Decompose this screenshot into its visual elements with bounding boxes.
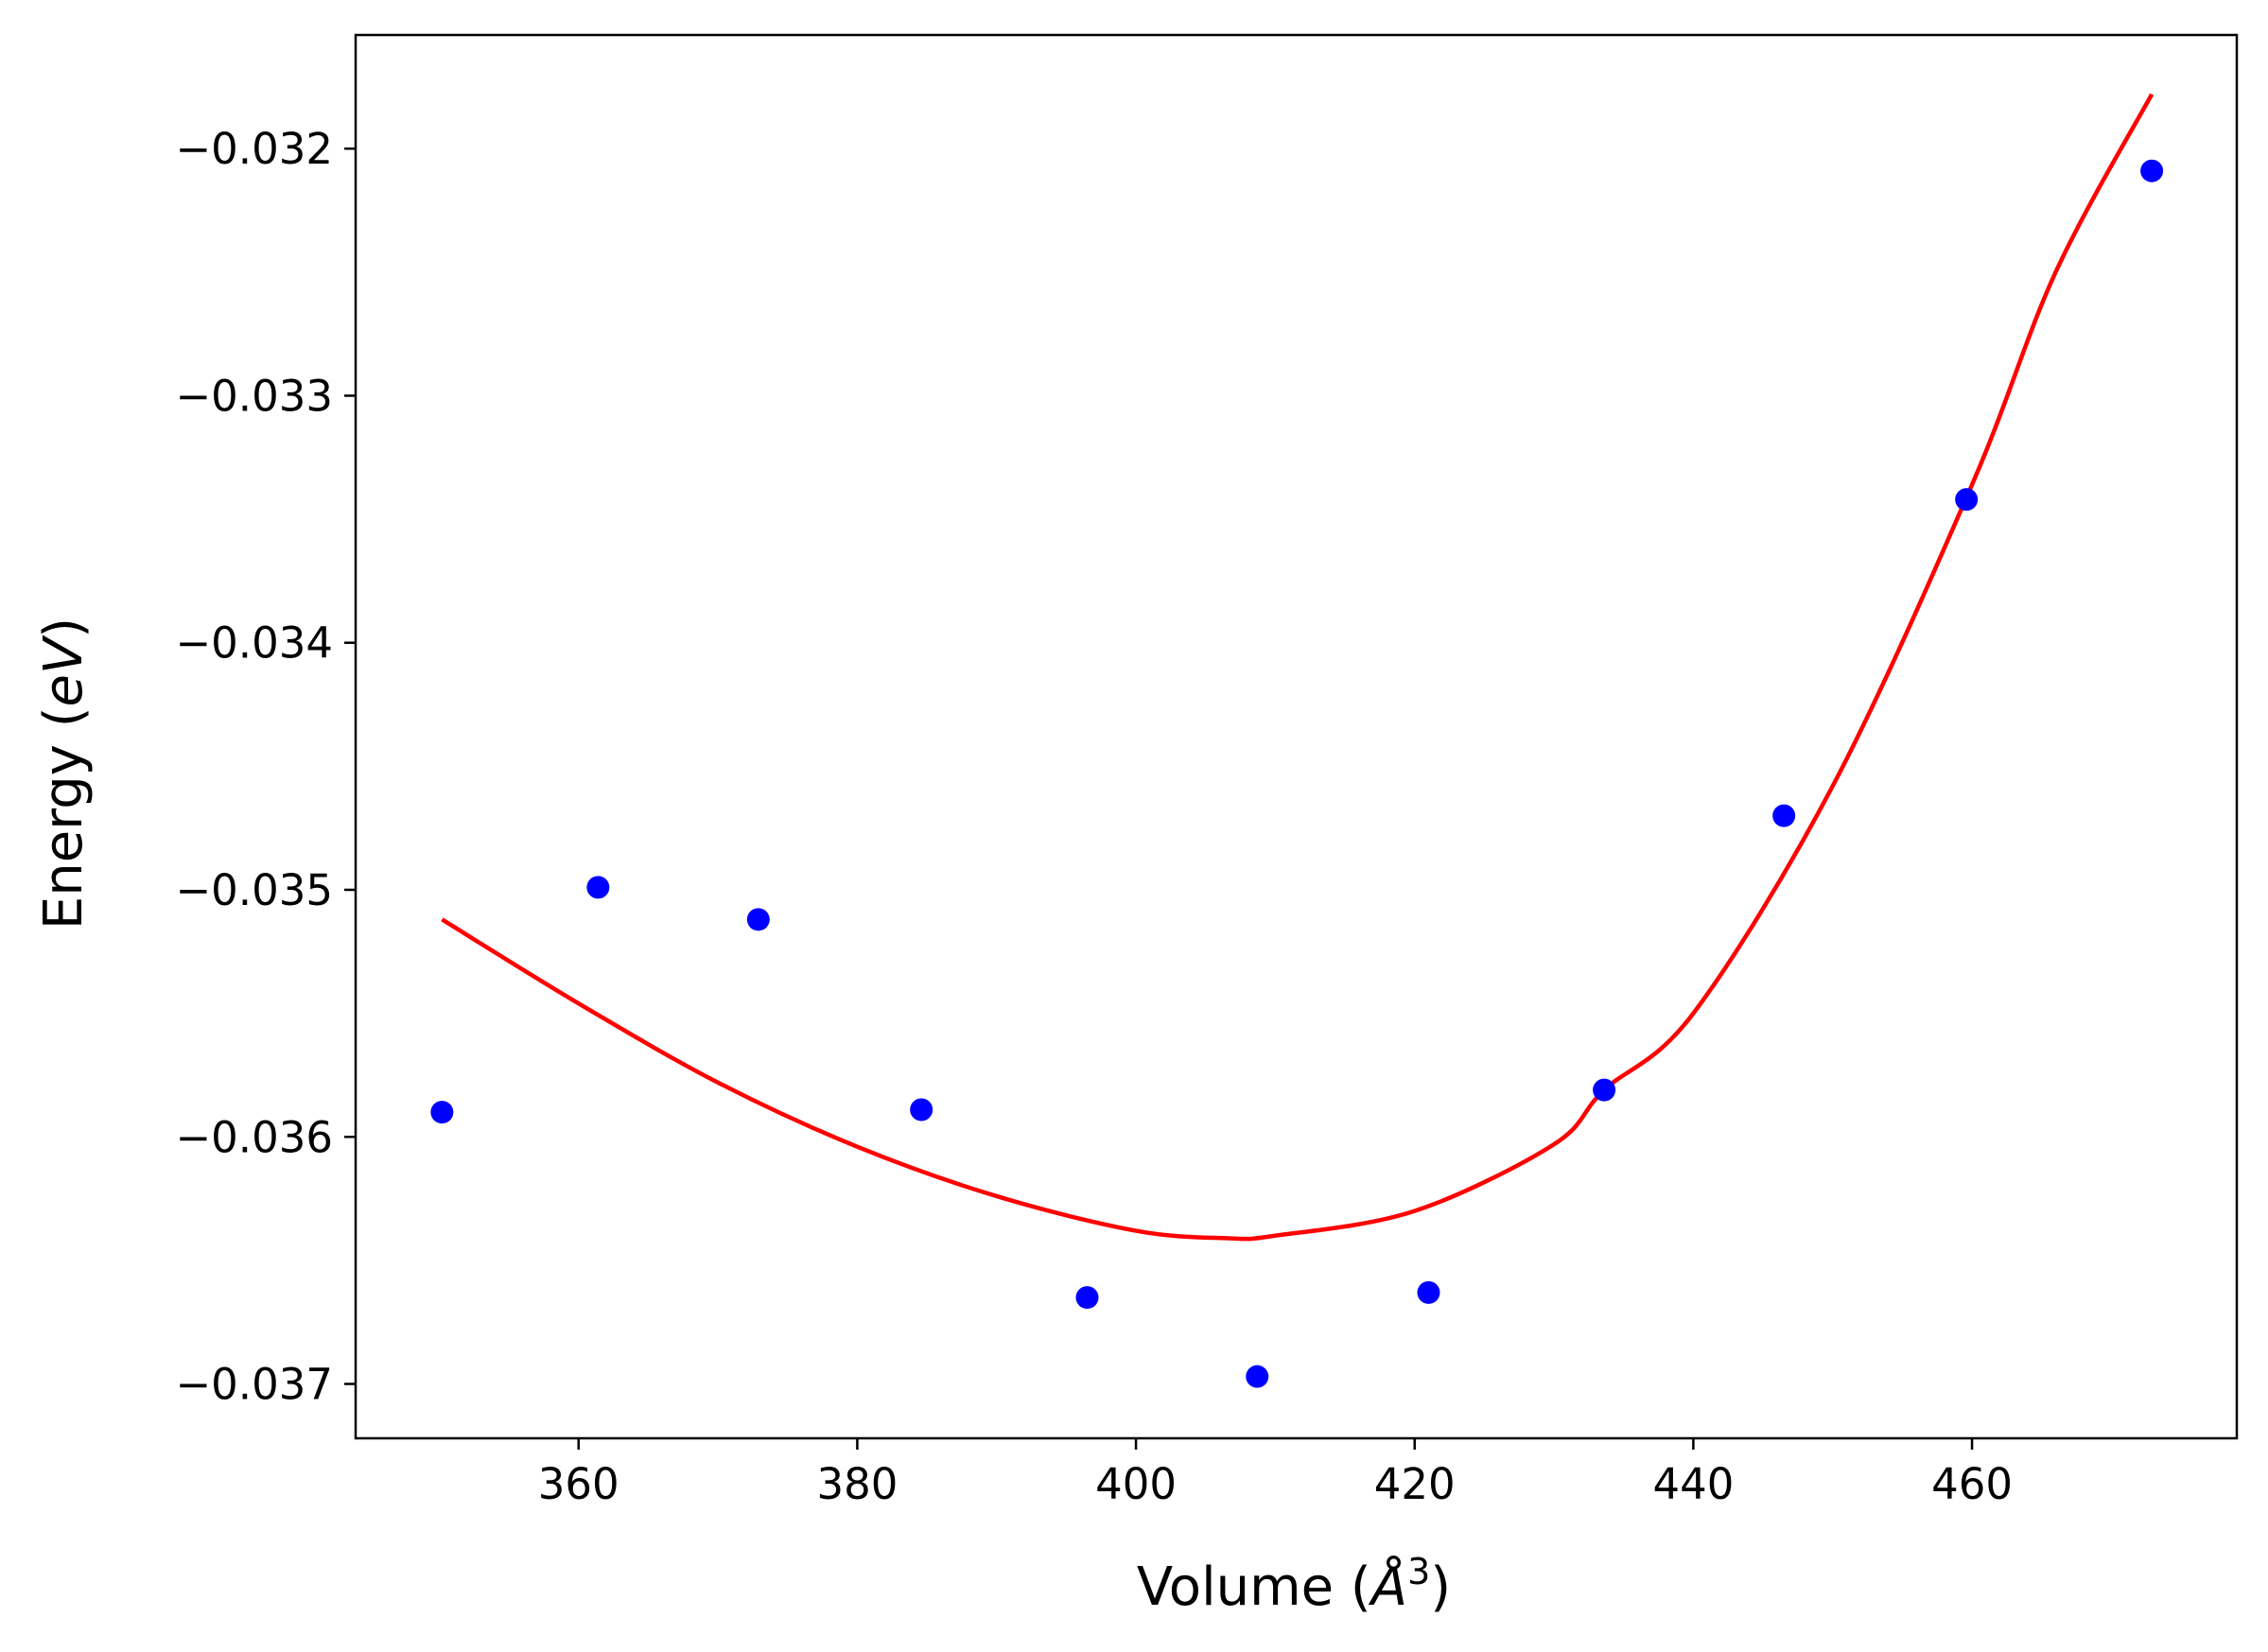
y-axis-label-unit: eV bbox=[33, 635, 95, 706]
x-tick-label-440: 440 bbox=[1652, 1459, 1734, 1509]
y-tick-label-−0.035: −0.035 bbox=[175, 865, 333, 915]
y-tick-label-−0.037: −0.037 bbox=[175, 1360, 333, 1410]
data-point-11 bbox=[2140, 159, 2164, 183]
plot-frame bbox=[354, 33, 2239, 1440]
data-point-5 bbox=[1075, 1286, 1099, 1310]
axes: 360 380 400 420 440 460 −0.032 −0.033 −0.034 −0.0… bbox=[175, 33, 2239, 1509]
x-tick-label-460: 460 bbox=[1931, 1459, 2013, 1509]
data-point-10 bbox=[1955, 488, 1979, 512]
y-tick-label-−0.033: −0.033 bbox=[175, 371, 333, 421]
y-axis-label-prefix: Energy ( bbox=[33, 706, 95, 930]
x-axis-label-exponent: 3 bbox=[1407, 1551, 1430, 1592]
data-point-9 bbox=[1772, 804, 1796, 827]
x-axis-label: Volume (Å3) bbox=[1137, 1551, 1451, 1618]
data-point-7 bbox=[1417, 1280, 1440, 1304]
y-axis-label-suffix: ) bbox=[33, 617, 95, 638]
x-tick-label-380: 380 bbox=[816, 1459, 898, 1509]
x-tick-label-420: 420 bbox=[1374, 1459, 1456, 1509]
fit-curve-line bbox=[441, 93, 2155, 1242]
data-point-3 bbox=[746, 908, 770, 931]
y-tick-label-−0.036: −0.036 bbox=[175, 1112, 333, 1162]
y-tick-label-−0.034: −0.034 bbox=[175, 618, 333, 669]
x-axis-label-symbol: Å bbox=[1369, 1556, 1407, 1618]
data-point-6 bbox=[1246, 1365, 1269, 1388]
data-point-2 bbox=[586, 876, 610, 899]
data-point-4 bbox=[910, 1098, 933, 1122]
data-point-8 bbox=[1593, 1078, 1616, 1102]
y-tick-label-−0.032: −0.032 bbox=[175, 124, 333, 174]
x-axis-label-prefix: Volume ( bbox=[1137, 1556, 1371, 1618]
x-axis-label-suffix: ) bbox=[1430, 1556, 1451, 1618]
data-point-1 bbox=[430, 1101, 454, 1124]
x-tick-label-400: 400 bbox=[1095, 1459, 1177, 1509]
x-tick-label-360: 360 bbox=[538, 1459, 619, 1509]
plot-marks bbox=[430, 93, 2164, 1388]
y-axis-label: Energy (eV) bbox=[33, 617, 95, 930]
